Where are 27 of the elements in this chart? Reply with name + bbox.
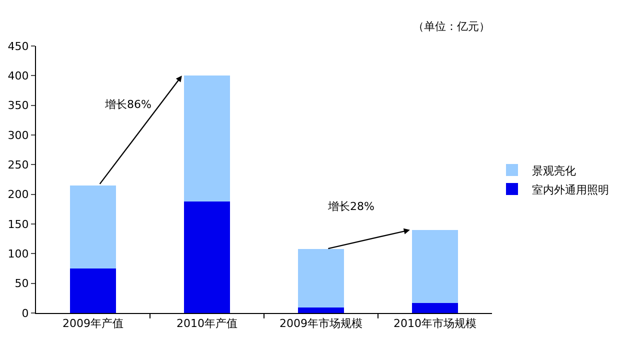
text: （单位：亿元） [413, 20, 490, 33]
bar [412, 302, 458, 313]
bar [70, 268, 116, 313]
annotation: 增长28% [327, 200, 374, 213]
bar [298, 248, 344, 308]
bar [184, 201, 230, 313]
bar [70, 185, 116, 268]
y-tick-label: 300 [8, 128, 29, 142]
y-tick-label: 250 [8, 158, 29, 172]
y-tick-label: 50 [14, 277, 29, 290]
y-tick-label: 200 [8, 188, 29, 202]
x-tick-label: 2009年市场规模 [280, 317, 362, 330]
y-tick-label: 350 [8, 99, 29, 112]
x-tick-label: 2010年市场规模 [394, 317, 476, 330]
y-tick-label: 0 [22, 306, 29, 320]
legend-label: 景观亮化 [532, 164, 576, 178]
y-tick-label: 150 [8, 218, 29, 231]
x-tick-label: 2009年产值 [62, 317, 124, 330]
y-tick-label: 450 [8, 40, 29, 53]
bar [184, 76, 230, 202]
bar [412, 230, 458, 303]
bar [298, 308, 344, 313]
legend-label: 室内外通用照明 [532, 183, 609, 196]
y-tick-label: 100 [8, 248, 29, 261]
x-tick-label: 2010年产值 [176, 317, 238, 330]
annotation: 增长86% [104, 98, 152, 111]
y-tick-label: 400 [8, 70, 29, 83]
